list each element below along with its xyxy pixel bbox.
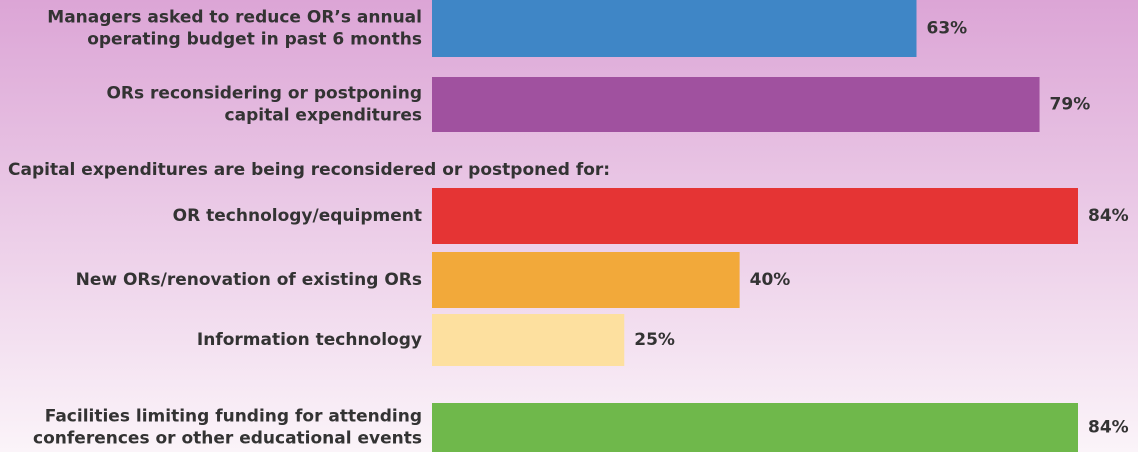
category-label: conferences or other educational events	[33, 429, 422, 449]
category-label: Information technology	[197, 330, 422, 350]
value-label: 79%	[1050, 95, 1091, 115]
category-label: Managers asked to reduce OR’s annual	[47, 8, 422, 28]
value-label: 63%	[927, 19, 968, 39]
value-label: 84%	[1088, 206, 1129, 226]
bar	[432, 188, 1078, 244]
bar	[432, 252, 740, 308]
section-annotation: Capital expenditures are being reconside…	[8, 160, 610, 180]
category-label: New ORs/renovation of existing ORs	[76, 270, 422, 290]
bar	[432, 0, 917, 57]
bar	[432, 403, 1078, 452]
category-label: operating budget in past 6 months	[87, 30, 422, 50]
value-label: 84%	[1088, 418, 1129, 438]
bar	[432, 77, 1040, 132]
category-label: OR technology/equipment	[173, 206, 422, 226]
category-label: ORs reconsidering or postponing	[106, 84, 422, 104]
category-label: capital expenditures	[225, 106, 422, 126]
category-label: Facilities limiting funding for attendin…	[45, 407, 422, 427]
bar	[432, 314, 625, 366]
value-label: 25%	[634, 330, 675, 350]
value-label: 40%	[750, 270, 791, 290]
